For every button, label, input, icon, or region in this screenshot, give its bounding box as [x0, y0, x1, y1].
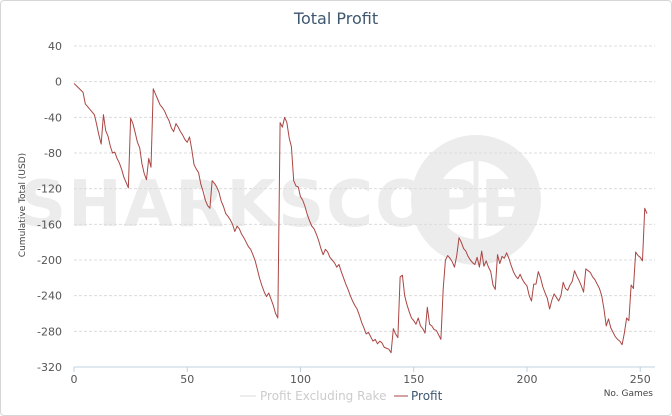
x-tick-labels: 0 50 100 150 200 250 [71, 367, 651, 386]
x-tick-label: 100 [290, 373, 311, 386]
series-lines [73, 83, 648, 354]
x-tick-label: 200 [516, 373, 537, 386]
grid-lines [74, 45, 655, 368]
chart-title: Total Profit [293, 9, 378, 28]
legend: Profit Excluding Rake Profit [240, 389, 443, 403]
legend-label-profit-excluding-rake: Profit Excluding Rake [260, 389, 386, 403]
scope-target-icon [411, 135, 541, 265]
x-tick-label: 150 [403, 373, 424, 386]
y-tick-label: -80 [44, 147, 62, 160]
legend-item-profit-excluding-rake[interactable]: Profit Excluding Rake [240, 389, 386, 403]
x-tick-label: 50 [180, 373, 194, 386]
legend-label-profit: Profit [411, 389, 443, 403]
y-tick-label: -200 [37, 254, 62, 267]
x-tick-label: 0 [71, 373, 78, 386]
x-axis-label: No. Games [604, 389, 654, 399]
y-tick-label: 0 [55, 76, 62, 89]
y-tick-label: -120 [37, 183, 62, 196]
watermark: SHARKSCOPE [20, 135, 541, 265]
x-tick-label: 250 [630, 373, 651, 386]
series-line-profit [73, 83, 648, 354]
y-tick-label: 40 [48, 40, 62, 53]
y-tick-labels: 40 0 -40 -80 -120 -160 -200 -240 -280 -320 [37, 40, 62, 374]
y-axis-label: Cumulative Total (USD) [18, 153, 28, 257]
legend-item-profit[interactable]: Profit [394, 389, 443, 403]
y-tick-label: -320 [37, 361, 62, 374]
y-tick-label: -160 [37, 218, 62, 231]
y-tick-label: -280 [37, 325, 62, 338]
y-tick-label: -40 [44, 111, 62, 124]
y-tick-label: -240 [37, 290, 62, 303]
